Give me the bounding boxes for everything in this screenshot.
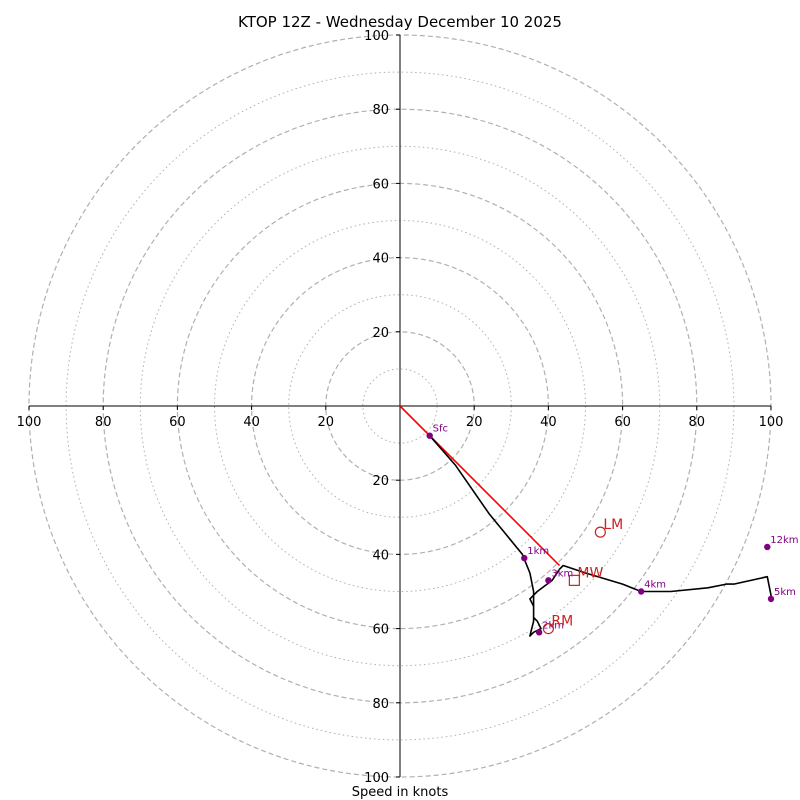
y-tick-label: 40 [372,252,389,267]
height-marker-2km [535,629,543,636]
height-label-4km: 4km [644,580,666,591]
x-tick-label: 20 [318,415,335,430]
series [399,405,772,637]
storm-motion-marker-lm [594,526,606,538]
chart-title: KTOP 12Z - Wednesday December 10 2025 [238,13,562,31]
height-marker-sfc [426,432,433,439]
y-tick-label: 20 [372,326,389,341]
y-tick-label: 100 [364,771,389,786]
tick-labels: 100 80 60 40 20 20 40 60 80 100 100 80 60 40 20 20 40 60 8… [17,29,784,786]
height-marker-4km [637,588,645,595]
x-tick-label: 80 [95,415,112,430]
height-label-3km: 3km [551,568,573,579]
x-tick-label: 60 [614,415,631,430]
hodograph-trace [429,435,772,637]
storm-vector-line [399,405,561,567]
y-tick-label: 80 [372,103,389,118]
x-tick-label: 80 [689,415,706,430]
y-tick-label: 20 [372,474,389,489]
x-tick-label: 40 [243,415,260,430]
x-tick-label: 100 [759,415,784,430]
height-marker-12km [764,543,771,551]
storm-motion-marker-rm [542,622,555,635]
y-tick-label: 100 [364,29,389,44]
storm-motion-marker-mw [568,574,580,586]
height-marker-3km [545,577,552,584]
x-tick-label: 60 [169,415,186,430]
x-tick-label: 100 [17,415,42,430]
y-tick-label: 40 [372,548,389,563]
height-marker-5km [767,595,775,603]
x-tick-label: 20 [466,415,483,430]
x-tick-label: 40 [540,415,557,430]
height-label-5km: 5km [774,587,796,598]
height-label-1km: 1km [527,546,549,557]
height-marker-1km [521,554,528,562]
height-label-12km: 12km [770,535,798,546]
y-tick-label: 60 [372,623,389,638]
y-tick-label: 60 [372,177,389,192]
height-label-sfc: Sfc [433,424,448,435]
y-tick-label: 80 [372,697,389,712]
storm-motion-label-lm: LM [603,517,623,533]
storm-motion-label-rm: RM [551,614,573,630]
storm-motion-label-mw: MW [577,565,603,581]
x-axis-label: Speed in knots [352,785,449,800]
